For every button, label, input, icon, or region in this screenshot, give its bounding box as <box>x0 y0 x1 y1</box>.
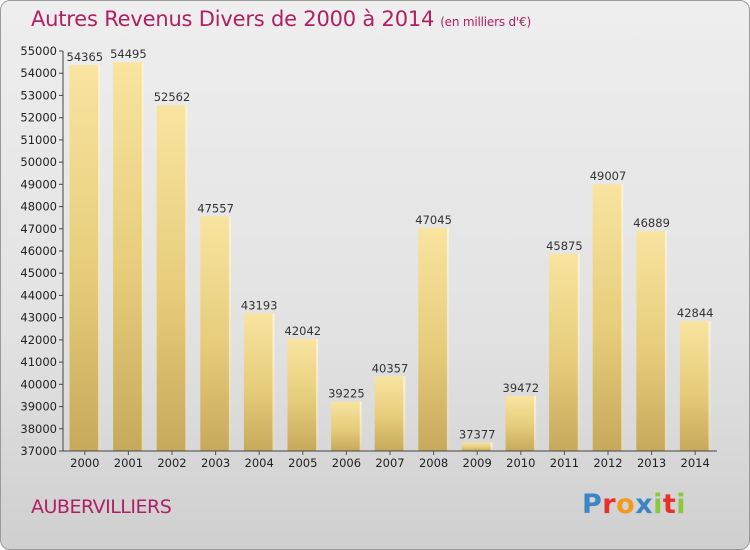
y-tick-label: 41000 <box>20 355 57 369</box>
y-tick-label: 50000 <box>20 155 57 169</box>
x-tick-label: 2000 <box>70 456 99 470</box>
bar-value-label: 46889 <box>633 216 670 230</box>
logo-letter: P <box>582 489 603 520</box>
bar-2008 <box>418 227 449 451</box>
logo-letter: i <box>653 489 663 520</box>
bar-2013 <box>636 231 667 451</box>
y-tick-label: 42000 <box>20 333 57 347</box>
labels-layer: 54365 2000 54495 2001 52562 2002 47557 2003 4319… <box>20 44 713 470</box>
bar-highlight <box>316 339 319 451</box>
bar-2011 <box>549 253 580 451</box>
y-tick-label: 54000 <box>20 66 57 80</box>
bar-value-label: 54495 <box>110 47 147 61</box>
bar-2003 <box>200 216 231 451</box>
bar-value-label: 47557 <box>197 201 234 215</box>
bar-value-label: 54365 <box>67 50 104 64</box>
logo-letter: t <box>662 489 677 520</box>
x-tick-label: 2002 <box>157 456 186 470</box>
x-tick-label: 2003 <box>201 456 230 470</box>
bar-highlight <box>577 253 580 451</box>
bar-highlight <box>534 396 537 451</box>
bar-highlight <box>621 184 624 451</box>
axis-layer <box>59 50 717 455</box>
bar-2004 <box>243 313 275 451</box>
bar-value-label: 39225 <box>328 387 365 401</box>
bar-2006 <box>331 401 362 451</box>
x-tick-label: 2007 <box>375 456 404 470</box>
bar-highlight <box>228 216 231 451</box>
bar-2007 <box>374 376 406 451</box>
y-tick-label: 47000 <box>20 222 57 236</box>
bar-2000 <box>69 65 100 451</box>
x-tick-label: 2008 <box>419 456 448 470</box>
logo-letter: o <box>616 489 636 520</box>
y-tick-label: 39000 <box>20 400 57 414</box>
bar-highlight <box>272 313 275 451</box>
bar-highlight <box>98 65 101 451</box>
bar-2005 <box>287 339 318 451</box>
bar-value-label: 39472 <box>503 381 540 395</box>
y-tick-label: 53000 <box>20 88 57 102</box>
bar-value-label: 47045 <box>415 213 452 227</box>
logo-letter: x <box>635 489 654 520</box>
y-tick-label: 55000 <box>20 44 57 58</box>
y-tick-label: 43000 <box>20 311 57 325</box>
y-tick-label: 40000 <box>20 377 57 391</box>
x-tick-label: 2004 <box>245 456 274 470</box>
chart-title: Autres Revenus Divers de 2000 à 2014 (en … <box>31 7 531 31</box>
bars-layer <box>69 62 711 451</box>
bar-value-label: 43193 <box>241 298 278 312</box>
y-tick-label: 44000 <box>20 288 57 302</box>
x-tick-label: 2006 <box>332 456 361 470</box>
bar-value-label: 49007 <box>590 169 627 183</box>
y-tick-label: 45000 <box>20 266 57 280</box>
y-tick-label: 51000 <box>20 133 57 147</box>
x-tick-label: 2011 <box>550 456 579 470</box>
y-tick-label: 48000 <box>20 200 57 214</box>
bar-value-label: 42844 <box>677 306 714 320</box>
x-tick-label: 2010 <box>506 456 535 470</box>
logo-letter: r <box>602 489 617 520</box>
y-tick-label: 37000 <box>20 444 57 458</box>
bar-2012 <box>592 184 624 451</box>
bar-highlight <box>664 231 667 451</box>
bar-2009 <box>461 442 493 451</box>
x-tick-label: 2012 <box>593 456 622 470</box>
x-tick-label: 2014 <box>681 456 710 470</box>
bar-highlight <box>490 442 493 451</box>
x-tick-label: 2013 <box>637 456 666 470</box>
bar-2002 <box>156 105 188 451</box>
bar-highlight <box>446 227 449 451</box>
proxiti-logo[interactable]: Proxiti <box>582 489 686 520</box>
bar-value-label: 45875 <box>546 239 583 253</box>
x-tick-label: 2001 <box>114 456 143 470</box>
bar-highlight <box>185 105 188 451</box>
x-tick-label: 2009 <box>463 456 492 470</box>
bar-highlight <box>359 401 362 451</box>
bar-2010 <box>505 396 536 451</box>
bar-value-label: 37377 <box>459 428 496 442</box>
bar-highlight <box>141 62 144 451</box>
chart-title-text: Autres Revenus Divers de 2000 à 2014 <box>31 7 435 31</box>
location-label: AUBERVILLIERS <box>31 496 172 518</box>
bar-highlight <box>708 321 711 451</box>
bar-highlight <box>403 376 406 451</box>
bar-value-label: 52562 <box>154 90 191 104</box>
bar-2001 <box>113 62 144 451</box>
y-tick-label: 52000 <box>20 111 57 125</box>
bar-value-label: 42042 <box>285 324 322 338</box>
chart-subtitle: (en milliers d'€) <box>440 15 531 29</box>
y-tick-label: 49000 <box>20 177 57 191</box>
bar-2014 <box>679 321 711 451</box>
y-tick-label: 38000 <box>20 422 57 436</box>
bar-value-label: 40357 <box>372 361 409 375</box>
y-tick-label: 46000 <box>20 244 57 258</box>
logo-letter: i <box>676 489 687 520</box>
x-tick-label: 2005 <box>288 456 317 470</box>
